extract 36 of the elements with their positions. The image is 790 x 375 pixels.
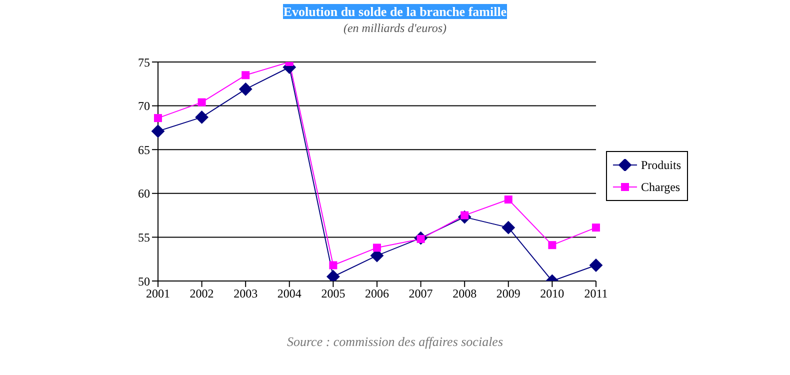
x-tick-label: 2005	[321, 286, 346, 301]
y-tick-label: 50	[138, 274, 150, 288]
point	[502, 221, 515, 234]
x-tick-label: 2002	[190, 286, 214, 301]
legend-label: Charges	[640, 179, 680, 196]
y-tick-label: 60	[138, 186, 150, 201]
legend-label: Produits	[640, 157, 681, 174]
y-tick-label: 75	[138, 55, 150, 70]
point	[589, 258, 602, 272]
point	[154, 114, 162, 122]
point	[195, 110, 208, 124]
x-tick-label: 2007	[408, 286, 433, 301]
x-tick-label: 2003	[234, 286, 258, 301]
y-tick-label: 65	[138, 142, 150, 157]
x-tick-label: 2009	[496, 286, 520, 301]
chart-subtitle: (en milliards d'euros)	[342, 20, 448, 36]
point	[152, 124, 164, 138]
x-tick-label: 2006	[364, 286, 389, 301]
x-tick-label: 2010	[540, 286, 564, 301]
point	[548, 241, 556, 250]
point	[326, 270, 340, 281]
point	[198, 98, 206, 106]
y-tick-label: 55	[138, 230, 150, 244]
point	[504, 196, 512, 204]
point	[329, 261, 338, 270]
point	[239, 82, 252, 96]
point	[372, 244, 381, 252]
x-tick-label: 2004	[277, 286, 302, 301]
point	[592, 224, 600, 232]
x-tick-label: 2011	[584, 286, 608, 301]
source-note: Source : commission des affaires sociales	[286, 334, 504, 350]
x-tick-label: 2001	[146, 286, 170, 301]
chart-title: Evolution du solde de la branche famille	[283, 4, 507, 19]
y-tick-label: 70	[138, 99, 150, 114]
x-tick-label: 2008	[452, 286, 477, 301]
point	[242, 71, 250, 80]
